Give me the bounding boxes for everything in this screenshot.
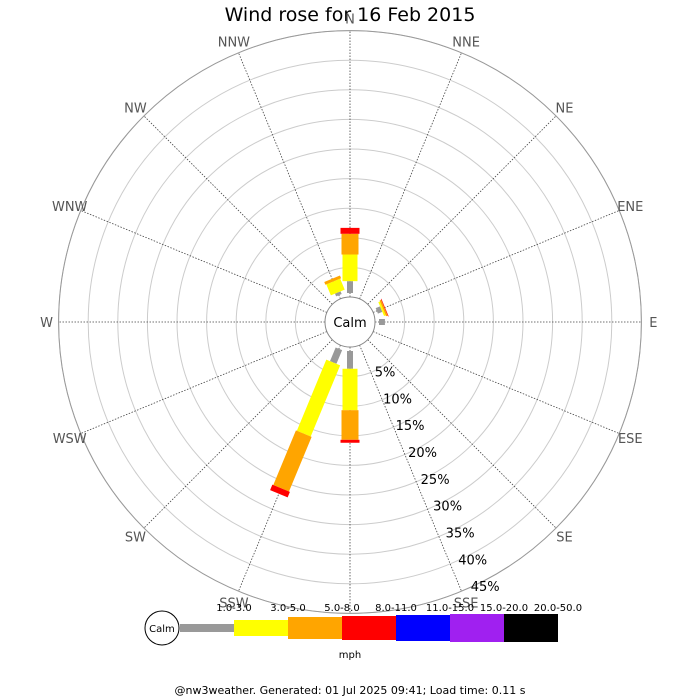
calm-label: Calm <box>333 316 366 331</box>
spoke-sw <box>143 339 333 529</box>
bar-segment-n-1 <box>342 254 358 282</box>
legend-label-0: 1.0-3.0 <box>216 603 251 614</box>
outer-ring <box>58 30 642 614</box>
ring-label-6: 30% <box>433 500 462 515</box>
legend-label-3: 8.0-11.0 <box>375 603 417 614</box>
direction-label-wsw: WSW <box>53 432 87 447</box>
footer-text: @nw3weather. Generated: 01 Jul 2025 09:4… <box>174 684 526 697</box>
legend-swatch-0 <box>180 624 234 632</box>
ring-label-8: 40% <box>458 553 487 568</box>
legend-label-2: 5.0-8.0 <box>324 603 359 614</box>
bar-segment-ssw-2 <box>273 430 312 492</box>
legend-label-4: 11.0-15.0 <box>426 603 474 614</box>
direction-label-nnw: NNW <box>218 36 250 51</box>
bar-segment-ssw-0 <box>330 347 343 364</box>
bar-segment-ene-3 <box>380 298 389 317</box>
bar-segment-nnw-0 <box>334 291 342 297</box>
bar-segment-s-3 <box>340 439 360 443</box>
direction-label-sw: SW <box>125 531 146 546</box>
spoke-wsw <box>80 331 328 434</box>
legend-label-6: 20.0-50.0 <box>534 603 582 614</box>
bar-segment-ene-1 <box>378 301 386 317</box>
legend-swatch-4 <box>396 615 450 641</box>
bar-segment-nnw-1 <box>326 278 345 296</box>
legend-calm-circle <box>144 610 180 646</box>
ring-label-7: 35% <box>446 526 475 541</box>
spoke-ne <box>367 115 557 305</box>
legend-swatch-5 <box>450 614 504 642</box>
bar-segment-s-2 <box>341 410 359 440</box>
bar-s <box>340 351 360 443</box>
bar-segment-n-0 <box>347 281 353 293</box>
bar-segment-e-0 <box>379 319 385 325</box>
legend-label-1: 3.0-5.0 <box>270 603 305 614</box>
calm-circle <box>324 296 376 348</box>
bar-segment-n-3 <box>340 227 360 234</box>
ring-label-3: 15% <box>396 419 425 434</box>
legend-unit-label: mph <box>339 650 361 661</box>
direction-label-nne: NNE <box>452 36 480 51</box>
bar-segment-ene-2 <box>379 299 388 317</box>
spoke-se <box>367 339 557 529</box>
spoke-nnw <box>238 52 341 300</box>
spoke-ese <box>372 331 620 434</box>
legend-swatch-2 <box>288 617 342 639</box>
legend-label-5: 15.0-20.0 <box>480 603 528 614</box>
ring-label-5: 25% <box>421 473 450 488</box>
legend-calm-label: Calm <box>149 624 175 635</box>
ring-label-2: 10% <box>383 392 412 407</box>
direction-label-nw: NW <box>124 101 147 116</box>
legend-swatch-1 <box>234 620 288 636</box>
bar-ene <box>375 298 389 317</box>
direction-label-e: E <box>649 316 657 331</box>
spoke-nne <box>359 52 462 300</box>
bar-segment-s-1 <box>342 368 358 411</box>
ring-label-9: 45% <box>471 580 500 595</box>
direction-label-ne: NE <box>556 101 574 116</box>
direction-label-n: N <box>345 13 355 28</box>
bar-segment-s-0 <box>347 351 353 369</box>
spoke-ene <box>372 210 620 313</box>
spoke-sse <box>359 344 462 592</box>
bar-segment-n-2 <box>341 233 359 255</box>
direction-label-ene: ENE <box>617 200 643 215</box>
bar-segment-ene-0 <box>375 306 383 314</box>
ring-label-1: 5% <box>375 365 396 380</box>
spoke-wnw <box>80 210 328 313</box>
ring-label-4: 20% <box>408 446 437 461</box>
direction-label-se: SE <box>556 531 572 546</box>
chart-title: Wind rose for 16 Feb 2015 <box>224 4 476 26</box>
legend-swatch-3 <box>342 616 396 640</box>
direction-label-ese: ESE <box>618 432 643 447</box>
ring-8 <box>87 59 613 585</box>
direction-label-ssw: SSW <box>219 596 249 611</box>
bar-ssw-long <box>270 347 343 498</box>
legend-swatch-6 <box>504 614 558 642</box>
bar-n <box>340 227 360 293</box>
direction-label-sse: SSE <box>454 596 479 611</box>
bar-e <box>379 319 385 325</box>
bar-segment-ssw-3 <box>270 484 290 498</box>
bar-segment-nnw-2 <box>324 275 342 285</box>
bar-segment-ssw-1 <box>296 359 341 437</box>
direction-label-w: W <box>40 316 53 331</box>
bar-nnw <box>324 275 345 297</box>
direction-label-wnw: WNW <box>52 200 88 215</box>
spoke-nw <box>143 115 333 305</box>
